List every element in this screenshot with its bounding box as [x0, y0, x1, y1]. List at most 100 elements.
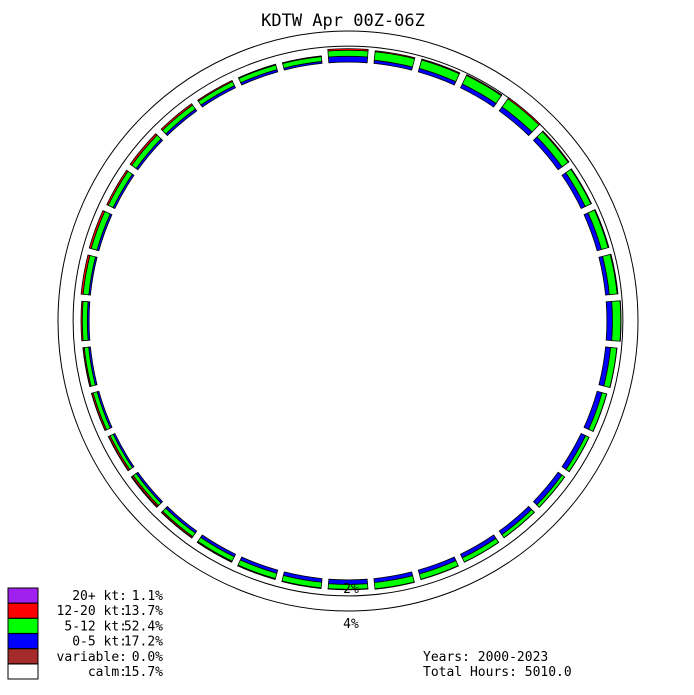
- bar-segment-110-1220kt: [592, 393, 608, 432]
- bar-dir-330: [197, 79, 237, 108]
- bar-dir-190: [281, 571, 323, 590]
- bar-dir-180: [327, 578, 369, 591]
- bar-segment-290-1220kt: [88, 210, 106, 250]
- bar-segment-270-512kt: [81, 300, 89, 342]
- bar-segment-170-1220kt: [374, 581, 415, 590]
- bar-segment-90-1220kt: [619, 300, 622, 342]
- bar-dir-350: [281, 55, 323, 71]
- bar-dir-260: [82, 346, 98, 388]
- bar-segment-310-1220kt: [129, 133, 158, 166]
- bar-segment-160-1220kt: [420, 565, 459, 581]
- chart-title: KDTW Apr 00Z-06Z: [261, 11, 425, 31]
- bar-dir-240: [107, 432, 135, 472]
- bar-dir-300: [106, 169, 135, 210]
- bar-dir-40: [498, 97, 541, 137]
- bar-dir-150: [459, 534, 500, 563]
- legend-pct-1: 13.7%: [124, 604, 163, 619]
- legend: 20+ kt: 1.1% 12-20 kt:13.7%5-12 kt:52.4%0-…: [7, 587, 163, 680]
- legend-swatch-1: [7, 602, 39, 619]
- bar-segment-280-1220kt: [80, 254, 91, 295]
- bar-segment-80-1220kt: [609, 253, 619, 295]
- bar-segment-70-1220kt: [593, 209, 610, 249]
- legend-label-5: calm:: [88, 665, 127, 680]
- bar-dir-120: [561, 432, 590, 473]
- bar-segment-140-512kt: [501, 508, 535, 539]
- bar-dir-80: [598, 253, 619, 296]
- legend-pct-0: 1.1%: [132, 589, 163, 604]
- bar-segment-310-512kt: [131, 134, 162, 170]
- bar-segment-300-1220kt: [106, 169, 129, 206]
- bar-segment-180-1220kt: [327, 588, 369, 591]
- bar-segment-140-1220kt: [503, 511, 535, 539]
- bar-segment-330-1220kt: [197, 79, 234, 102]
- bar-dir-280: [80, 254, 98, 296]
- bar-segment-340-1220kt: [237, 63, 277, 79]
- bar-dir-20: [417, 58, 461, 86]
- bar-segment-220-20+kt: [160, 511, 193, 539]
- bar-dir-200: [237, 556, 279, 580]
- bar-segment-10-1220kt: [374, 50, 416, 60]
- bar-segment-130-1220kt: [538, 476, 566, 508]
- bar-dir-310: [129, 133, 164, 171]
- legend-swatch-3: [7, 633, 39, 650]
- bar-segment-230-20+kt: [130, 476, 158, 508]
- legend-pct-2: 52.4%: [124, 619, 163, 634]
- legend-label-1: 12-20 kt:: [57, 604, 127, 619]
- bar-segment-320-512kt: [161, 104, 196, 135]
- bar-dir-340: [237, 63, 279, 86]
- bar-segment-250-20+kt: [90, 392, 106, 432]
- bar-segment-130-05kt: [532, 471, 563, 506]
- bar-segment-N-512kt: [327, 49, 369, 58]
- bars-group: [80, 48, 622, 591]
- bar-segment-330-512kt: [197, 80, 235, 106]
- legend-label-2: 5-12 kt:: [64, 619, 127, 634]
- bar-segment-60-1220kt: [570, 168, 593, 205]
- bar-segment-150-1220kt: [463, 541, 500, 563]
- bar-segment-120-1220kt: [568, 436, 590, 473]
- bar-segment-350-1220kt: [281, 55, 322, 64]
- bar-dir-230: [130, 471, 164, 508]
- bar-segment-210-20+kt: [196, 541, 233, 563]
- bar-segment-200-20+kt: [237, 565, 276, 580]
- legend-pct-5: 15.7%: [124, 665, 163, 680]
- legend-swatch-5: [7, 663, 39, 680]
- bar-dir-110: [583, 390, 608, 432]
- bar-segment-240-1220kt: [108, 435, 131, 472]
- bar-dir-290: [88, 210, 113, 252]
- legend-label-0: 20+ kt:: [72, 589, 127, 604]
- bar-dir-160: [417, 556, 459, 581]
- bar-segment-270-1220kt: [80, 300, 84, 342]
- bar-segment-N-1220kt: [327, 48, 369, 52]
- bar-dir-320: [160, 103, 198, 137]
- legend-swatch-4: [7, 648, 39, 665]
- bar-dir-90: [605, 300, 622, 342]
- bar-segment-250-512kt: [92, 391, 111, 431]
- bar-dir-50: [532, 130, 570, 171]
- bar-dir-130: [532, 471, 566, 508]
- bar-segment-20-1220kt: [421, 58, 461, 75]
- bar-segment-320-1220kt: [160, 103, 194, 131]
- bar-dir-270: [80, 300, 91, 342]
- bar-segment-300-512kt: [107, 170, 133, 209]
- bar-segment-50-1220kt: [541, 130, 570, 164]
- bar-segment-30-1220kt: [465, 74, 503, 97]
- bar-segment-220-512kt: [162, 507, 196, 538]
- legend-label-3: 0-5 kt:: [72, 635, 127, 650]
- bar-segment-90-05kt: [605, 300, 613, 342]
- bar-dir-250: [90, 390, 113, 432]
- ring-2pct: [72, 45, 624, 597]
- bar-segment-90-512kt: [611, 300, 622, 342]
- bar-dir-30: [459, 74, 503, 108]
- bar-dir-210: [196, 534, 237, 563]
- legend-pct-3: 17.2%: [124, 635, 163, 650]
- bar-dir-220: [160, 505, 198, 539]
- total-hours-label: Total Hours: 5010.0: [423, 665, 572, 680]
- bar-segment-230-1220kt: [131, 475, 159, 508]
- bar-dir-100: [598, 346, 618, 389]
- years-label: Years: 2000-2023: [423, 650, 548, 665]
- ring-label-2pct: 2%: [343, 582, 359, 597]
- rings-group: [57, 30, 639, 612]
- bar-segment-240-20+kt: [107, 435, 129, 472]
- bar-dir-60: [561, 168, 593, 210]
- legend-swatch-0: [7, 587, 39, 604]
